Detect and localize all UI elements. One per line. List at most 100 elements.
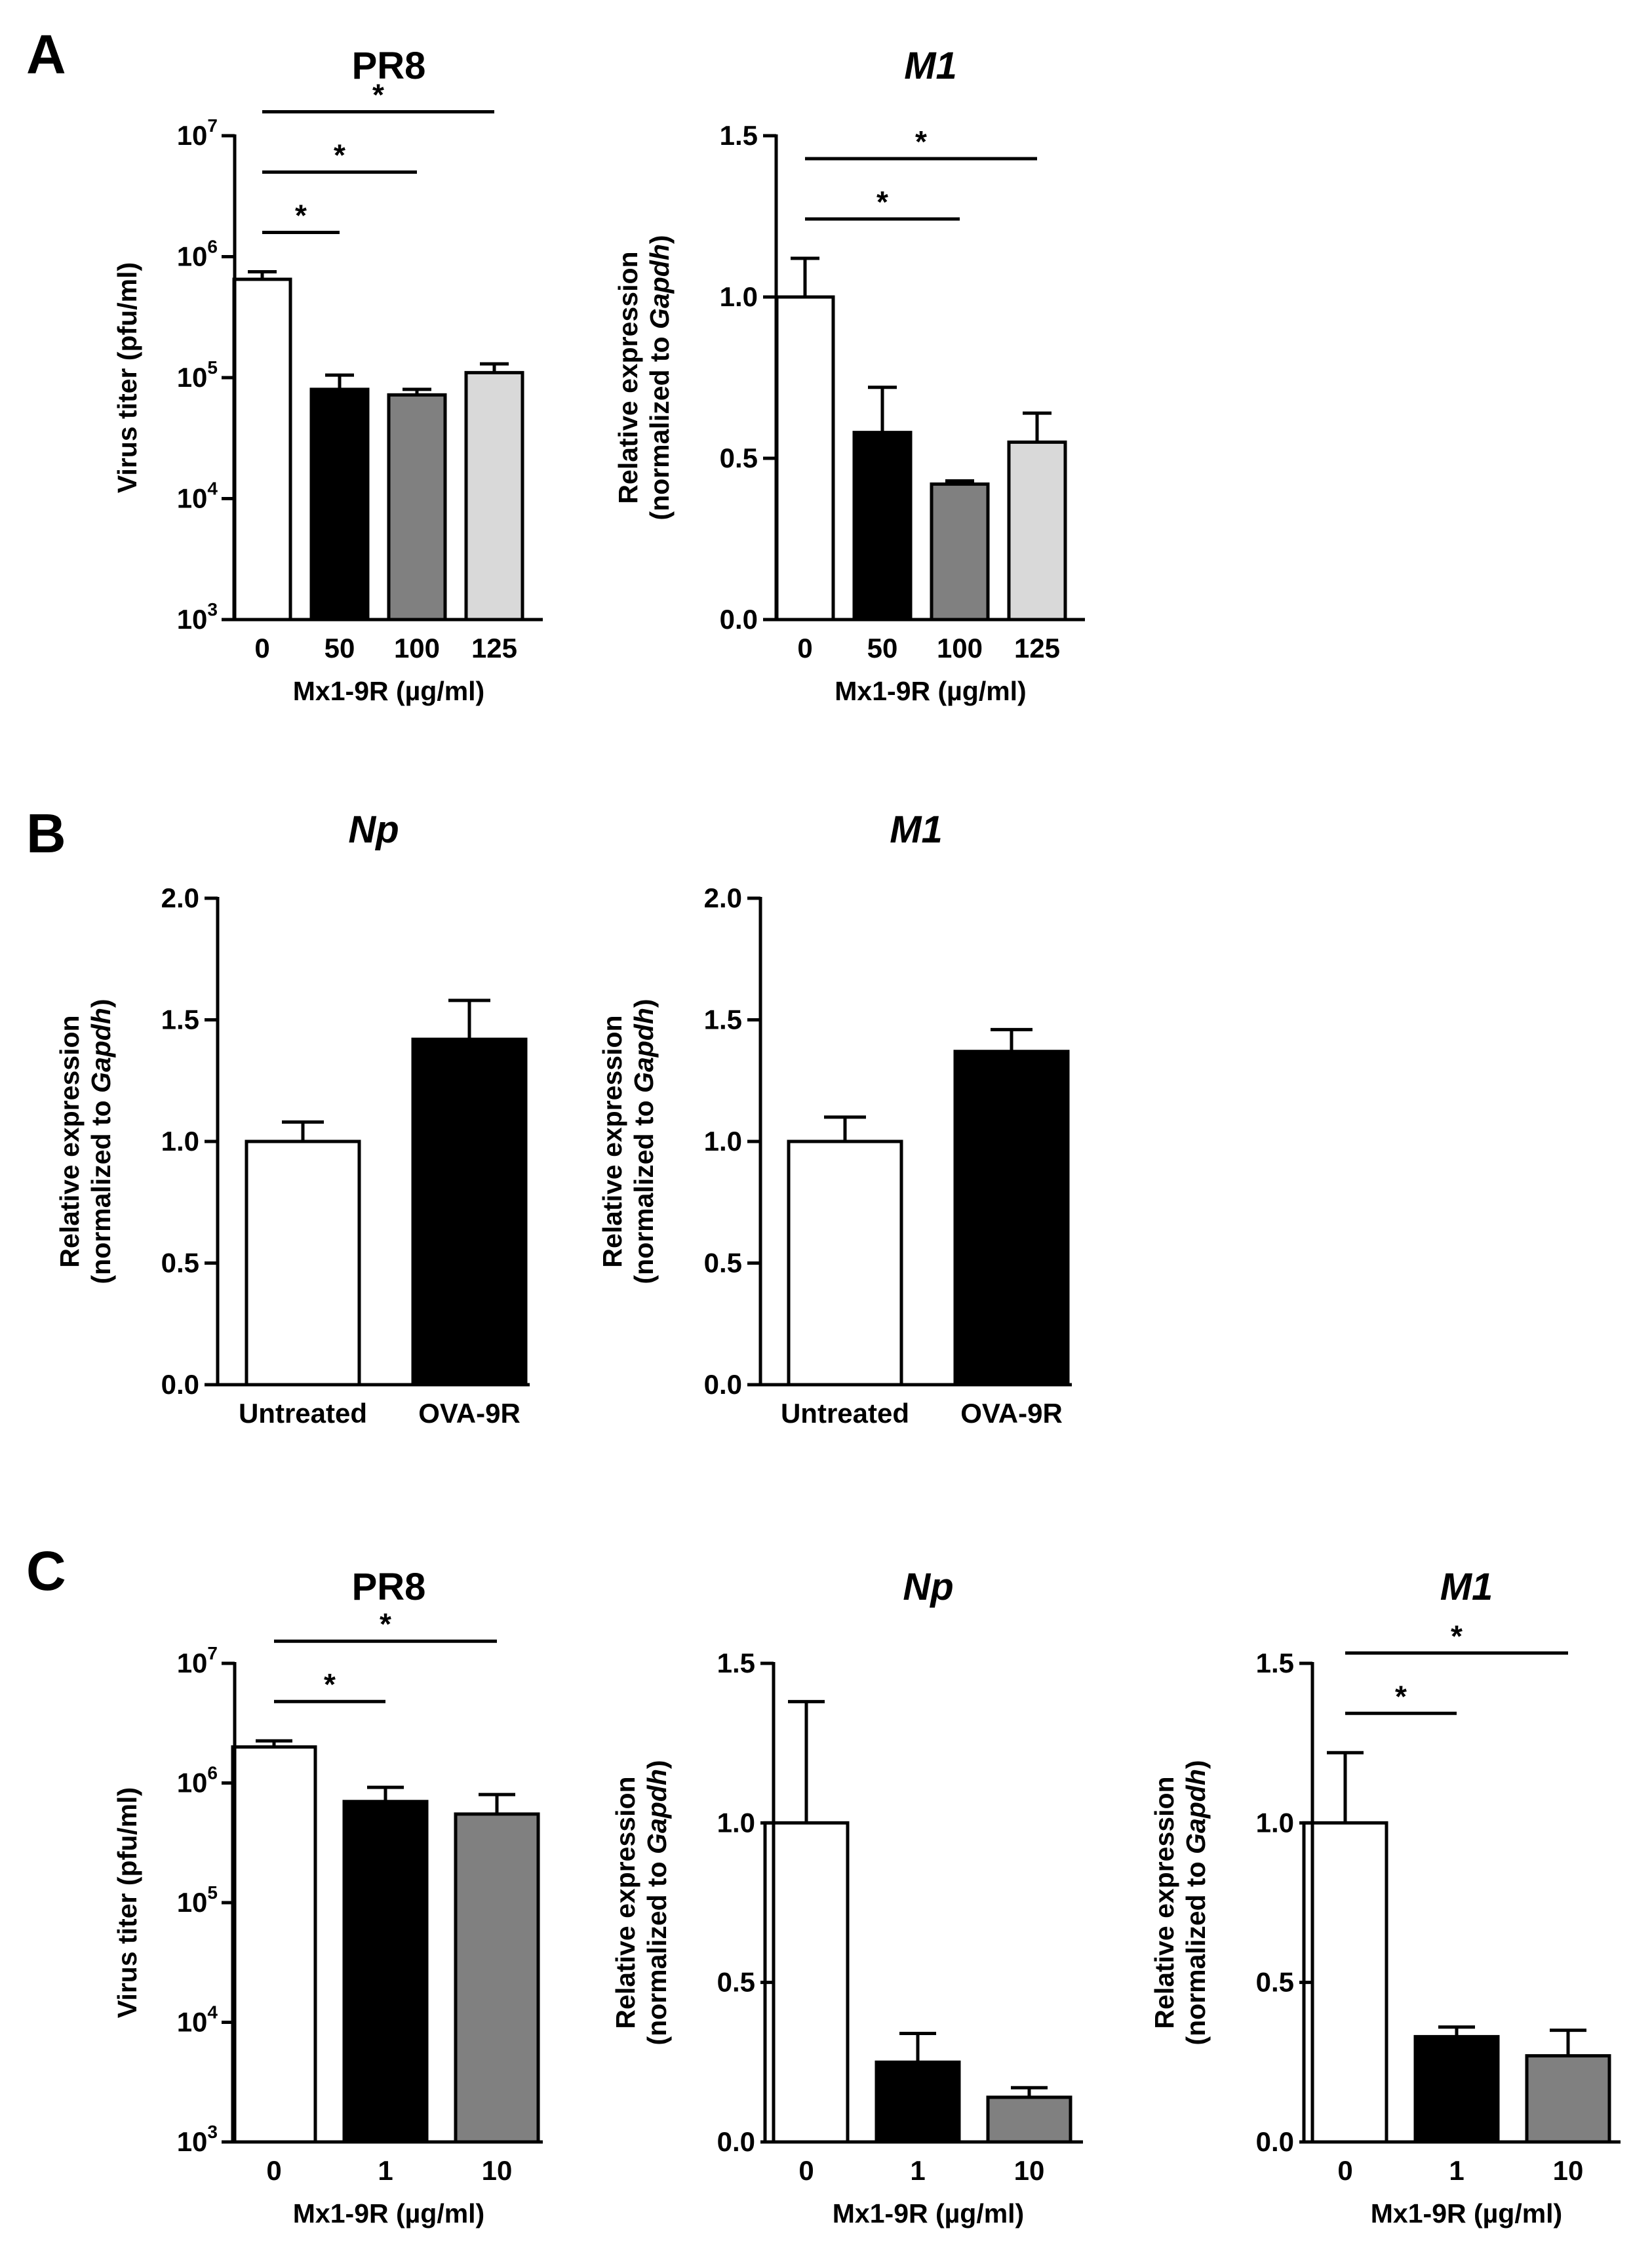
y-tick-label: 0.0	[704, 1369, 742, 1400]
bar	[245, 1139, 361, 1387]
y-axis-label: Virus titer (pfu/ml)	[112, 262, 142, 493]
y-tick-label: 1.5	[720, 120, 758, 151]
bar	[1525, 2054, 1611, 2144]
y-axis-label: Relative expression	[613, 251, 643, 504]
x-tick-label: 100	[394, 633, 440, 664]
y-axis-label: Virus titer (pfu/ml)	[112, 1787, 142, 2018]
y-tick-label: 1.0	[720, 281, 758, 312]
y-tick-label: 1.0	[717, 1807, 755, 1838]
x-tick-label: 0	[797, 633, 812, 664]
y-tick-label: 107	[177, 115, 218, 151]
x-axis-label: Mx1-9R (µg/ml)	[833, 2198, 1024, 2228]
x-tick-label: 1	[910, 2155, 925, 2186]
y-axis-label-run: Relative expression	[54, 1015, 85, 1267]
x-tick-label: 50	[324, 633, 355, 664]
y-tick-label-base: 10	[177, 241, 208, 272]
y-tick-label: 0.0	[720, 604, 758, 635]
significance-star: *	[1395, 1679, 1407, 1713]
x-tick-label: 1	[378, 2155, 393, 2186]
y-axis-label-run: Gapdh	[642, 1769, 672, 1854]
y-axis-label-run: Virus titer (pfu/ml)	[112, 1787, 142, 2018]
y-axis-label: Relative expression	[1149, 1776, 1179, 2029]
y-tick-label-base: 10	[177, 1887, 208, 1918]
bar	[852, 431, 913, 622]
y-tick-label-exponent: 5	[207, 357, 218, 378]
y-tick-label-base: 10	[177, 1648, 208, 1678]
x-tick-label: 0	[1337, 2155, 1352, 2186]
y-axis-label: (normalized to Gapdh)	[642, 1760, 672, 2045]
y-tick-label: 1.5	[161, 1004, 199, 1035]
y-tick-label: 1.5	[1256, 1648, 1294, 1678]
y-tick-label: 0.0	[161, 1369, 199, 1400]
y-axis-label-run: (normalized to	[86, 1093, 116, 1284]
y-tick-label: 1.0	[161, 1126, 199, 1157]
x-tick-label: OVA-9R	[418, 1398, 521, 1429]
y-tick-label-base: 10	[177, 120, 208, 151]
y-axis-label-run: (normalized to	[644, 329, 675, 521]
chart-title: Np	[903, 1566, 953, 1608]
x-tick-label: Untreated	[781, 1398, 909, 1429]
x-tick-label: 125	[1014, 633, 1060, 664]
y-tick-label-base: 10	[177, 2126, 208, 2157]
y-tick-label: 1.0	[704, 1126, 742, 1157]
y-axis-label-run: Gapdh	[644, 244, 675, 329]
y-axis-label-run: (normalized to	[642, 1854, 672, 2046]
y-axis-label-run: (normalized to	[629, 1093, 659, 1284]
bar	[930, 482, 990, 622]
y-tick-label-exponent: 4	[207, 2002, 218, 2023]
x-tick-label: Untreated	[239, 1398, 367, 1429]
y-tick-label-exponent: 6	[207, 1763, 218, 1783]
y-tick-label: 1.5	[717, 1648, 755, 1678]
y-tick-label: 106	[177, 237, 218, 272]
y-tick-label: 0.0	[717, 2126, 755, 2157]
y-tick-label: 0.5	[704, 1248, 742, 1278]
y-axis-label-run: Gapdh	[629, 1008, 659, 1093]
panel-label-c: C	[26, 1540, 66, 1602]
y-tick-label: 104	[177, 479, 218, 514]
y-tick-label-exponent: 6	[207, 237, 218, 257]
significance-star: *	[915, 125, 927, 159]
y-axis-label-run: (normalized to	[1181, 1854, 1211, 2046]
y-tick-label-exponent: 5	[207, 1882, 218, 1903]
bar	[986, 2095, 1072, 2144]
y-axis-label-run: Relative expression	[613, 251, 643, 504]
y-tick-label: 1.0	[1256, 1807, 1294, 1838]
significance-star: *	[334, 138, 345, 172]
y-tick-label-exponent: 7	[207, 115, 218, 136]
y-tick-label: 0.0	[1256, 2126, 1294, 2157]
bar	[1302, 1821, 1388, 2144]
x-tick-label: 0	[254, 633, 269, 664]
x-tick-label: 100	[937, 633, 983, 664]
bar	[775, 295, 835, 622]
y-tick-label: 103	[177, 2122, 218, 2157]
significance-star: *	[295, 199, 307, 233]
significance-star: *	[372, 78, 384, 112]
y-tick-label: 103	[177, 599, 218, 635]
panel-label-b: B	[26, 802, 66, 864]
y-axis-label-run: )	[644, 235, 675, 244]
y-tick-label-exponent: 3	[207, 599, 218, 620]
y-axis-label-run: Virus titer (pfu/ml)	[112, 262, 142, 493]
x-tick-label: OVA-9R	[960, 1398, 1063, 1429]
chart-title: M1	[1440, 1566, 1493, 1608]
chart-b1: Np 0.0 0.5 1.0 1.5 2.0 Untreated OVA-9R Relative…	[54, 808, 530, 1429]
y-axis-label: Relative expression	[610, 1776, 640, 2029]
chart-b2: M1 0.0 0.5 1.0 1.5 2.0 Untreated OVA-9R Relative…	[597, 808, 1072, 1429]
bar	[953, 1050, 1070, 1387]
chart-title: Np	[348, 808, 399, 851]
chart-title: M1	[904, 45, 957, 87]
bar	[1007, 440, 1067, 622]
significance-star: *	[876, 185, 888, 219]
y-tick-label-exponent: 7	[207, 1643, 218, 1663]
significance-star: *	[380, 1607, 391, 1641]
y-axis-label-run: Gapdh	[86, 1008, 116, 1093]
x-axis-label: Mx1-9R (µg/ml)	[835, 676, 1026, 706]
y-tick-label: 105	[177, 1882, 218, 1918]
y-tick-label: 0.5	[1256, 1967, 1294, 1998]
y-axis-label: Relative expression	[597, 1015, 627, 1267]
y-tick-label-base: 10	[177, 604, 208, 635]
bar	[232, 277, 292, 622]
y-axis-label: Relative expression	[54, 1015, 85, 1267]
y-tick-label-base: 10	[177, 483, 208, 514]
